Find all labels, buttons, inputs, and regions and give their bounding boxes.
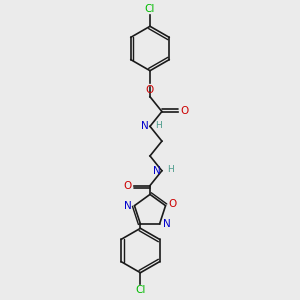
Text: H: H — [155, 121, 162, 130]
Text: N: N — [141, 121, 149, 131]
Text: N: N — [153, 166, 161, 176]
Text: O: O — [169, 199, 177, 209]
Text: N: N — [163, 219, 170, 229]
Text: H: H — [167, 165, 174, 174]
Text: O: O — [146, 85, 154, 95]
Text: N: N — [124, 201, 131, 211]
Text: O: O — [123, 181, 131, 191]
Text: Cl: Cl — [135, 285, 146, 295]
Text: Cl: Cl — [145, 4, 155, 14]
Text: O: O — [181, 106, 189, 116]
